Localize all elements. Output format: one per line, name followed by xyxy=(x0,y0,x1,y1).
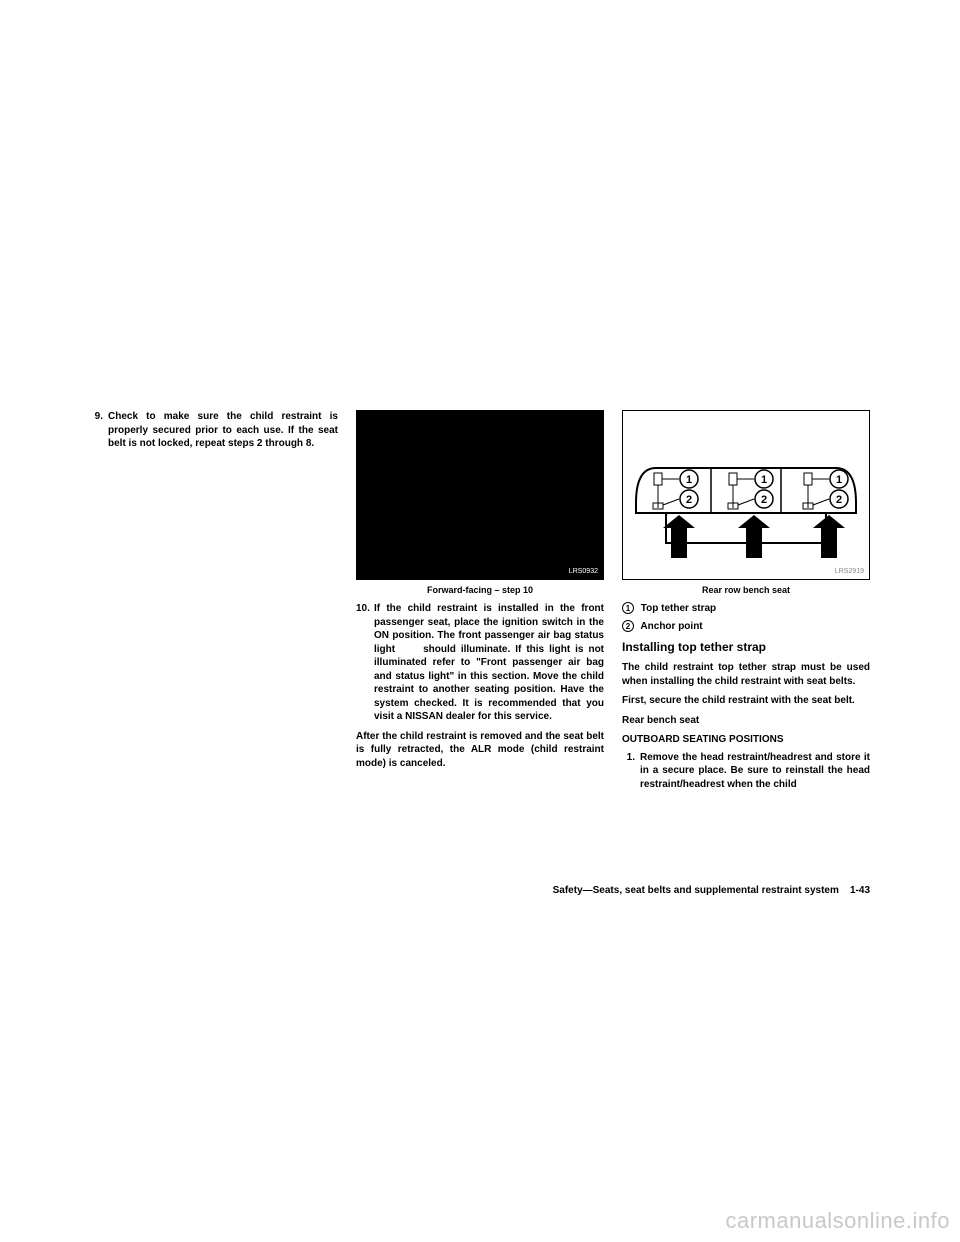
page-number: 1-43 xyxy=(850,885,870,896)
after-removal-text: After the child restraint is removed and… xyxy=(356,730,604,771)
step-9: 9. Check to make sure the child restrain… xyxy=(90,410,338,451)
page-footer: Safety—Seats, seat belts and supplementa… xyxy=(90,885,870,896)
airbag-off-icon xyxy=(400,644,418,654)
step-number: 9. xyxy=(90,410,108,451)
step-text-part-b: should illuminate. If this light is not … xyxy=(374,644,604,723)
figure-rear-bench: 1 2 1 2 xyxy=(622,410,870,580)
footer-section: Safety—Seats, seat belts and supplementa… xyxy=(553,885,839,896)
circle-2-icon: 2 xyxy=(622,620,634,632)
step-number: 10. xyxy=(356,602,374,724)
column-2: LRS0932 Forward-facing – step 10 10. If … xyxy=(356,410,604,797)
figure-caption: Rear row bench seat xyxy=(622,584,870,596)
figure-code: LRS2919 xyxy=(835,567,864,576)
page-content: 9. Check to make sure the child restrain… xyxy=(90,410,870,797)
figure-step-10: LRS0932 xyxy=(356,410,604,580)
tether-para-3: Rear bench seat xyxy=(622,714,870,728)
section-outboard: OUTBOARD SEATING POSITIONS xyxy=(622,733,870,747)
legend-2-text: Anchor point xyxy=(640,621,702,632)
circle-1-icon: 1 xyxy=(622,602,634,614)
svg-text:2: 2 xyxy=(836,494,842,506)
svg-text:1: 1 xyxy=(761,474,767,486)
step-text: If the child restraint is installed in t… xyxy=(374,602,604,724)
watermark: carmanualsonline.info xyxy=(725,1208,950,1234)
tether-para-2: First, secure the child restraint with t… xyxy=(622,694,870,708)
legend-1-text: Top tether strap xyxy=(641,603,716,614)
column-1: 9. Check to make sure the child restrain… xyxy=(90,410,338,797)
svg-text:2: 2 xyxy=(761,494,767,506)
figure-caption: Forward-facing – step 10 xyxy=(356,584,604,596)
tether-para-1: The child restraint top tether strap mus… xyxy=(622,661,870,688)
step-number: 1. xyxy=(622,751,640,792)
step-text: Remove the head restraint/headrest and s… xyxy=(640,751,870,792)
column-3: 1 2 1 2 xyxy=(622,410,870,797)
svg-text:1: 1 xyxy=(686,474,692,486)
step-10: 10. If the child restraint is installed … xyxy=(356,602,604,724)
rear-seat-diagram: 1 2 1 2 xyxy=(631,453,861,568)
step-text: Check to make sure the child restraint i… xyxy=(108,410,338,451)
svg-text:1: 1 xyxy=(836,474,842,486)
svg-text:2: 2 xyxy=(686,494,692,506)
legend-2: 2 Anchor point xyxy=(622,620,870,634)
outboard-step-1: 1. Remove the head restraint/headrest an… xyxy=(622,751,870,792)
subheading-tether: Installing top tether strap xyxy=(622,639,870,655)
legend-1: 1 Top tether strap xyxy=(622,602,870,616)
figure-code: LRS0932 xyxy=(569,567,598,576)
